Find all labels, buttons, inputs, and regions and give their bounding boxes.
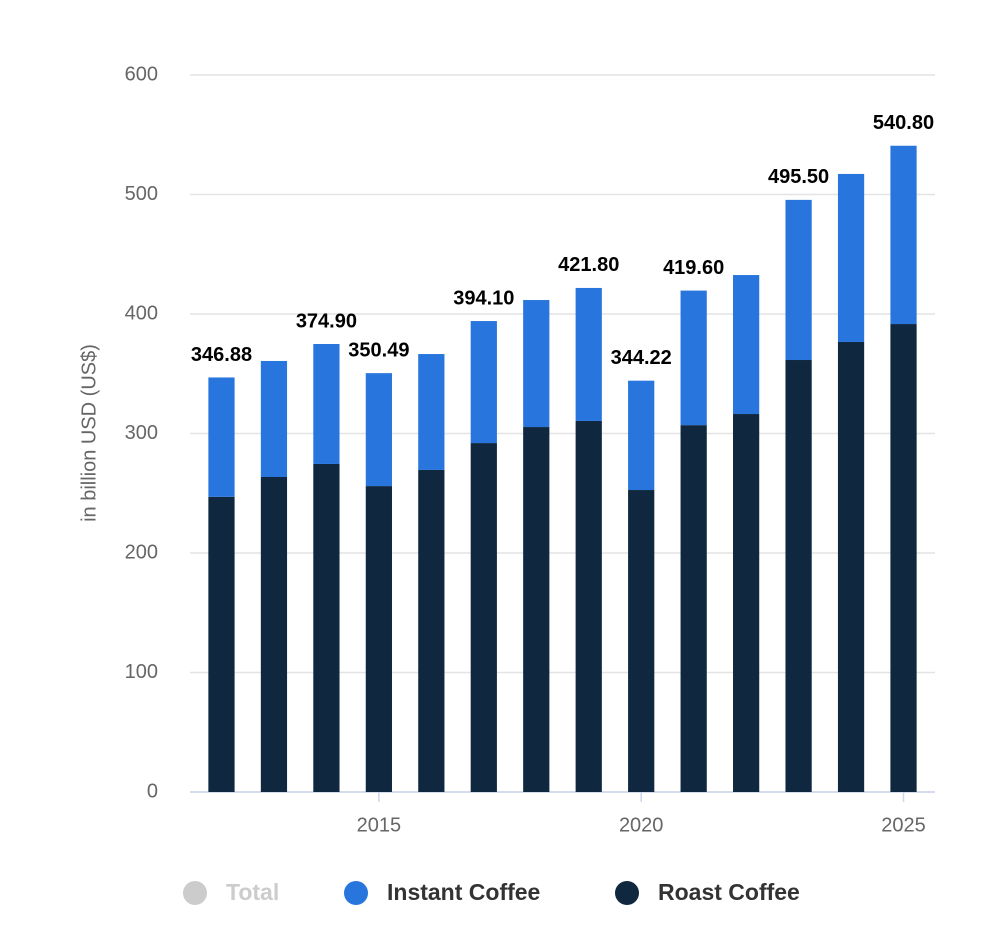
y-tick-label: 600	[125, 63, 158, 85]
bar-segment	[837, 341, 865, 792]
value-label: 350.49	[348, 339, 409, 361]
bar-segment	[733, 275, 760, 415]
y-tick-label: 0	[147, 780, 158, 802]
bar-segment	[523, 427, 550, 792]
bar-segment	[470, 443, 497, 792]
bar-segment	[208, 496, 235, 792]
bar-segment	[575, 287, 602, 421]
bar-segment	[890, 145, 917, 325]
bar-segment	[680, 290, 707, 426]
legend-label[interactable]: Instant Coffee	[387, 879, 540, 905]
value-label: 421.80	[558, 254, 619, 276]
value-label: 394.10	[453, 287, 514, 309]
y-tick-label: 200	[125, 541, 158, 563]
x-tick-label: 2025	[881, 814, 926, 836]
bar-segment	[680, 425, 707, 792]
bar-segment	[208, 377, 235, 497]
value-label: 419.60	[663, 257, 724, 279]
y-tick-label: 100	[125, 661, 158, 683]
legend-label[interactable]: Total	[226, 879, 279, 905]
legend-marker[interactable]	[183, 881, 207, 905]
legend-marker[interactable]	[615, 881, 639, 905]
bar-segment	[313, 343, 340, 464]
bar-segment	[628, 490, 655, 792]
bar-segment	[260, 360, 288, 477]
value-label: 374.90	[296, 310, 357, 332]
bar-segment	[628, 380, 655, 491]
value-label: 344.22	[611, 347, 672, 369]
x-tick-label: 2015	[357, 814, 402, 836]
bar-segment	[470, 321, 497, 444]
legend-marker[interactable]	[344, 881, 368, 905]
bar-segment	[785, 199, 812, 361]
value-label: 540.80	[873, 112, 934, 134]
bar-segment	[418, 469, 445, 792]
bar-segment	[890, 324, 917, 792]
bar-segment	[260, 476, 288, 792]
bar-segment	[365, 486, 392, 792]
x-tick-label: 2020	[619, 814, 664, 836]
legend-label[interactable]: Roast Coffee	[658, 879, 800, 905]
bar-segment	[785, 360, 812, 792]
y-axis-label: in billion USD (US$)	[78, 344, 100, 522]
value-label: 495.50	[768, 166, 829, 188]
bar-segment	[523, 300, 550, 428]
bar-segment	[837, 173, 865, 342]
value-label: 346.88	[191, 344, 252, 366]
bar-segment	[365, 373, 392, 487]
y-tick-label: 400	[125, 302, 158, 324]
bar-segment	[733, 414, 760, 792]
bar-segment	[575, 420, 602, 792]
bar-segment	[418, 354, 445, 470]
y-tick-label: 500	[125, 183, 158, 205]
bar-segment	[313, 463, 340, 792]
y-tick-label: 300	[125, 422, 158, 444]
